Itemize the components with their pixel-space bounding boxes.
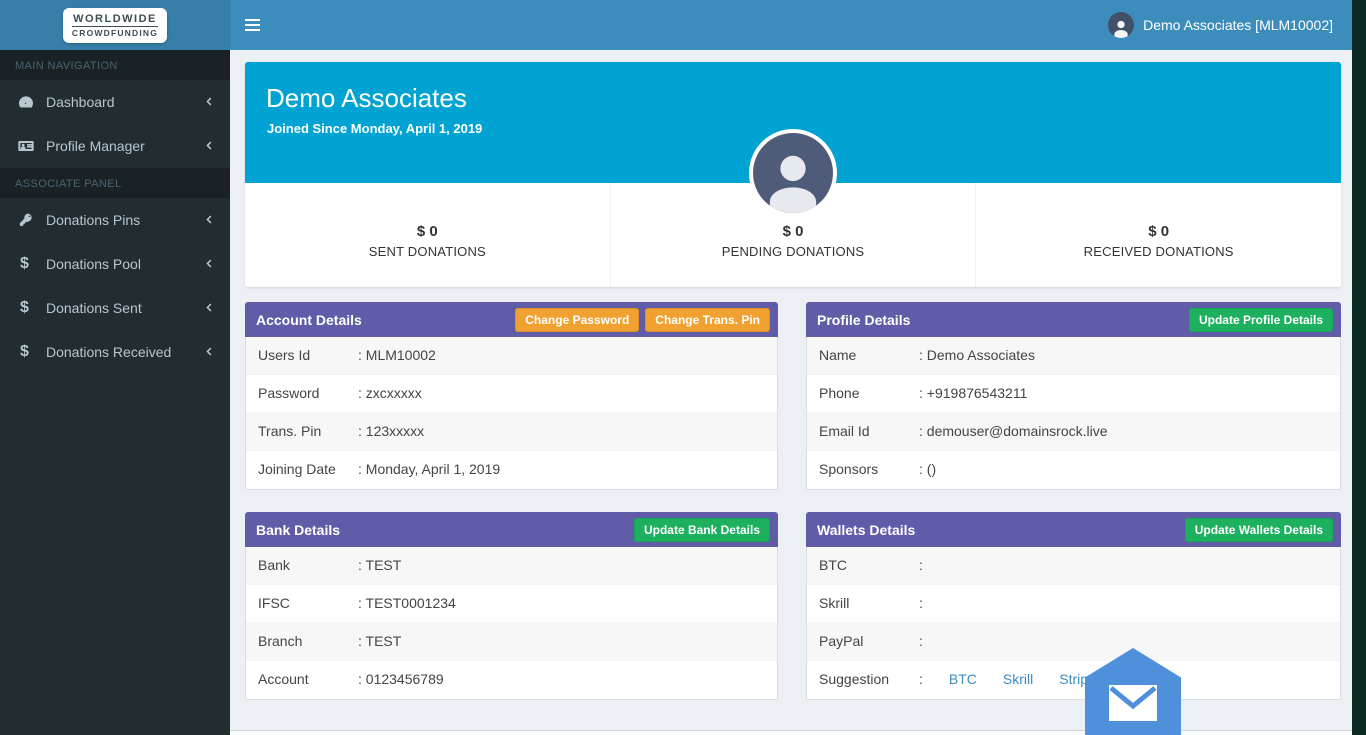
suggestion-link-btc[interactable]: BTC — [948, 671, 977, 687]
account-details-panel: Account Details Change Password Change T… — [245, 302, 778, 490]
sidebar-item-profile-manager[interactable]: Profile Manager — [0, 124, 230, 168]
account-details-header: Account Details Change Password Change T… — [245, 302, 778, 337]
stat-value: $ 0 — [416, 223, 438, 240]
sidebar-item-donations-pins[interactable]: Donations Pins — [0, 198, 230, 242]
sidebar-item-donations-pool[interactable]: $ Donations Pool — [0, 242, 230, 286]
stat-label: RECEIVED DONATIONS — [1083, 244, 1234, 259]
sidebar-item-label: Dashboard — [46, 94, 115, 110]
sidebar-item-label: Donations Received — [46, 344, 172, 360]
detail-row-joining-date: Joining Date Monday, April 1, 2019 — [246, 451, 777, 489]
profile-details-panel: Profile Details Update Profile Details N… — [806, 302, 1341, 490]
bank-details-header: Bank Details Update Bank Details — [245, 512, 778, 547]
logo-area[interactable]: WORLDWIDE CROWDFUNDING — [0, 0, 230, 50]
detail-row-ifsc: IFSC TEST0001234 — [246, 585, 777, 623]
sidebar-item-dashboard[interactable]: Dashboard — [0, 80, 230, 124]
detail-row-skrill: Skrill — [807, 585, 1340, 623]
chevron-left-icon — [204, 256, 215, 272]
detail-row-branch: Branch TEST — [246, 623, 777, 661]
sidebar-item-donations-received[interactable]: $ Donations Received — [0, 330, 230, 374]
panel-title: Account Details — [256, 311, 362, 328]
suggestion-link-skrill[interactable]: Skrill — [1002, 671, 1034, 687]
bank-details-panel: Bank Details Update Bank Details Bank TE… — [245, 512, 778, 700]
panel-title: Wallets Details — [817, 521, 916, 538]
sidebar-section-associate-panel: ASSOCIATE PANEL — [0, 168, 230, 198]
sidebar-section-main-navigation: MAIN NAVIGATION — [0, 50, 230, 80]
chevron-left-icon — [204, 94, 215, 110]
stat-received-donations: $ 0 RECEIVED DONATIONS — [975, 183, 1341, 287]
update-profile-details-button[interactable]: Update Profile Details — [1188, 307, 1333, 332]
stat-value: $ 0 — [1148, 223, 1170, 240]
footer — [230, 730, 1352, 735]
panel-title: Profile Details — [817, 311, 911, 328]
envelope-icon — [1109, 685, 1157, 721]
profile-details-header: Profile Details Update Profile Details — [806, 302, 1341, 337]
wallets-details-body: BTC Skrill PayPal Suggestion BTC Skri — [806, 547, 1341, 700]
detail-row-bank: Bank TEST — [246, 547, 777, 585]
stat-label: SENT DONATIONS — [368, 244, 486, 259]
sidebar-item-label: Donations Sent — [46, 300, 142, 316]
dashboard-icon — [18, 94, 46, 110]
detail-row-sponsors: Sponsors () — [807, 451, 1340, 489]
change-password-button[interactable]: Change Password — [515, 307, 640, 332]
user-menu[interactable]: Demo Associates [MLM10002] — [1100, 0, 1341, 50]
dollar-icon: $ — [20, 299, 29, 316]
profile-details-body: Name Demo Associates Phone +919876543211… — [806, 337, 1341, 490]
sidebar-toggle-button[interactable] — [230, 0, 275, 50]
profile-summary-card: Demo Associates Joined Since Monday, Apr… — [245, 62, 1341, 287]
person-icon — [1114, 20, 1128, 38]
id-card-icon — [18, 138, 46, 154]
hamburger-icon — [245, 19, 260, 31]
profile-name-title: Demo Associates — [266, 83, 467, 113]
sidebar: MAIN NAVIGATION Dashboard Profile Manage… — [0, 50, 230, 735]
account-details-body: Users Id MLM10002 Password zxcxxxxx Tran… — [245, 337, 778, 490]
sidebar-item-donations-sent[interactable]: $ Donations Sent — [0, 286, 230, 330]
panel-title: Bank Details — [256, 521, 341, 538]
chevron-left-icon — [204, 138, 215, 154]
wallets-details-panel: Wallets Details Update Wallets Details B… — [806, 512, 1341, 700]
stat-pending-donations: $ 0 PENDING DONATIONS — [609, 183, 976, 287]
dollar-icon: $ — [20, 343, 29, 360]
chevron-left-icon — [204, 300, 215, 316]
profile-avatar — [749, 129, 837, 217]
detail-row-btc: BTC — [807, 547, 1340, 585]
stat-value: $ 0 — [782, 223, 804, 240]
stat-sent-donations: $ 0 SENT DONATIONS — [245, 183, 610, 287]
detail-row-password: Password zxcxxxxx — [246, 375, 777, 413]
key-icon — [18, 212, 46, 228]
detail-row-account: Account 0123456789 — [246, 661, 777, 699]
detail-row-phone: Phone +919876543211 — [807, 375, 1340, 413]
brand-line2: CROWDFUNDING — [71, 27, 159, 38]
brand-logo[interactable]: WORLDWIDE CROWDFUNDING — [62, 7, 168, 43]
brand-line1: WORLDWIDE — [71, 12, 159, 27]
sidebar-item-label: Profile Manager — [46, 138, 145, 154]
main-content: Demo Associates Joined Since Monday, Apr… — [230, 50, 1352, 735]
control-sidebar-strip — [1352, 0, 1366, 735]
user-name-label: Demo Associates [MLM10002] — [1143, 17, 1333, 33]
detail-row-users-id: Users Id MLM10002 — [246, 337, 777, 375]
detail-row-paypal: PayPal — [807, 623, 1340, 661]
detail-row-name: Name Demo Associates — [807, 337, 1340, 375]
joined-since-label: Joined Since Monday, April 1, 2019 — [267, 121, 483, 136]
change-trans-pin-button[interactable]: Change Trans. Pin — [645, 307, 770, 332]
update-wallets-details-button[interactable]: Update Wallets Details — [1184, 517, 1333, 542]
chevron-left-icon — [204, 212, 215, 228]
dollar-icon: $ — [20, 255, 29, 272]
detail-row-trans-pin: Trans. Pin 123xxxxx — [246, 413, 777, 451]
stat-label: PENDING DONATIONS — [721, 244, 865, 259]
sidebar-item-label: Donations Pool — [46, 256, 141, 272]
person-icon — [769, 155, 817, 213]
update-bank-details-button[interactable]: Update Bank Details — [633, 517, 770, 542]
bank-details-body: Bank TEST IFSC TEST0001234 Branch TEST A… — [245, 547, 778, 700]
detail-row-suggestion: Suggestion BTC Skrill Stripe — [807, 661, 1340, 699]
sidebar-item-label: Donations Pins — [46, 212, 141, 228]
detail-row-email: Email Id demouser@domainsrock.live — [807, 413, 1340, 451]
user-avatar — [1108, 12, 1135, 38]
top-navbar: WORLDWIDE CROWDFUNDING Demo Associates [… — [0, 0, 1366, 50]
chevron-left-icon — [204, 344, 215, 360]
wallets-details-header: Wallets Details Update Wallets Details — [806, 512, 1341, 547]
